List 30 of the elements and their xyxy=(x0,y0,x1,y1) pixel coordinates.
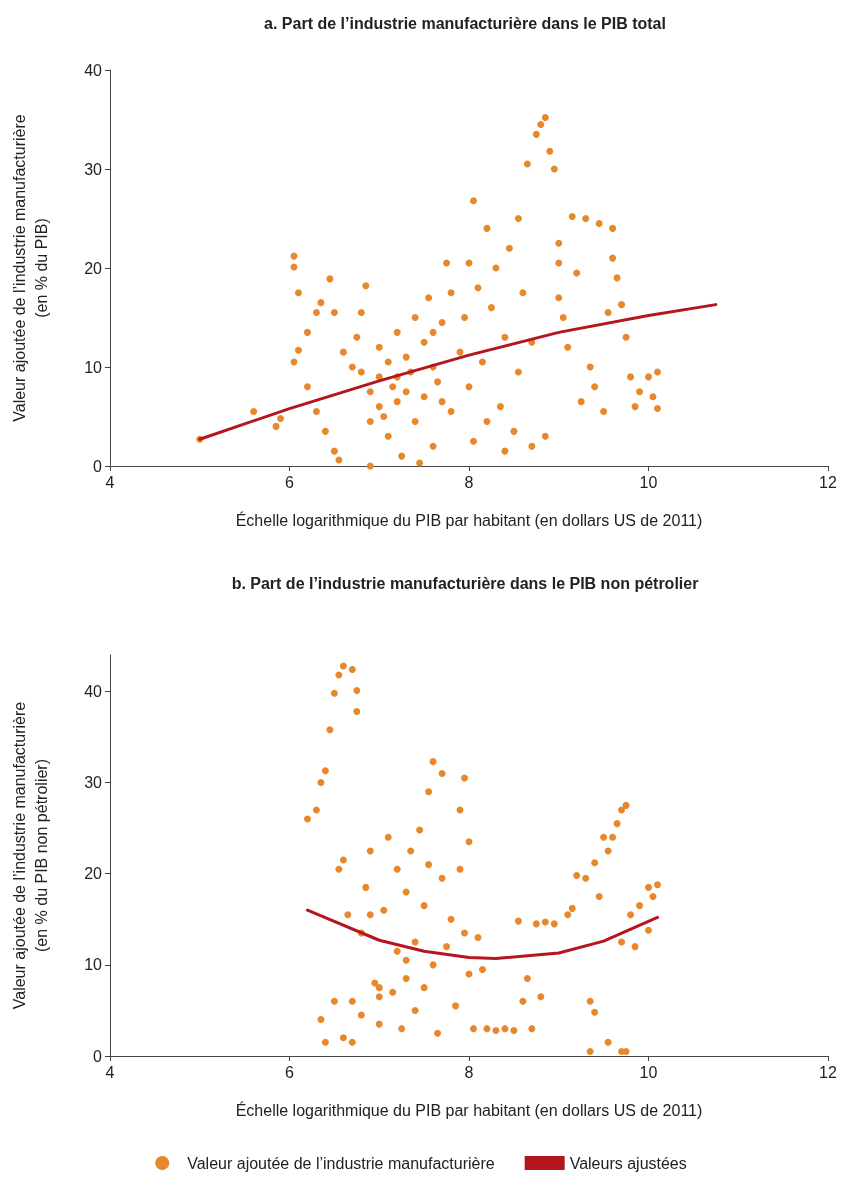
x-tick-label: 10 xyxy=(639,1063,658,1081)
x-tick-label: 8 xyxy=(464,473,474,491)
x-tick-label: 8 xyxy=(464,1063,474,1081)
y-tick-label: 30 xyxy=(84,774,103,792)
y-tick-label: 40 xyxy=(84,61,103,79)
y-tick-label: 10 xyxy=(84,956,103,974)
y-tick-label: 0 xyxy=(93,1047,103,1065)
y-tick-label: 0 xyxy=(93,457,103,475)
x-tick-label: 6 xyxy=(285,1063,295,1081)
legend-label: Valeurs ajustées xyxy=(569,1154,687,1172)
y-tick-label: 40 xyxy=(84,682,103,700)
chart-title: b. Part de l’industrie manufacturière dans le PIB non pétrolier xyxy=(231,574,699,592)
y-axis-title: Valeur ajoutée de l’industrie manufacturière (en % du PIB) xyxy=(10,114,50,422)
x-axis-title: Échelle logarithmique du PIB par habitant (en dollars US de 2011) xyxy=(235,510,703,529)
x-tick-label: 6 xyxy=(285,473,295,491)
y-tick-label: 20 xyxy=(84,259,103,277)
x-tick-label: 4 xyxy=(105,1063,115,1081)
y-tick-label: 10 xyxy=(84,358,103,376)
x-tick-label: 4 xyxy=(105,473,115,491)
x-tick-label: 10 xyxy=(639,473,658,491)
y-tick-label: 20 xyxy=(84,865,103,883)
x-axis-title: Échelle logarithmique du PIB par habitant (en dollars US de 2011) xyxy=(235,1100,703,1119)
line-series xyxy=(198,303,718,441)
x-tick-label: 12 xyxy=(819,1063,837,1081)
y-tick-label: 30 xyxy=(84,160,103,178)
legend-label: Valeur ajoutée de l’industrie manufacturière xyxy=(187,1154,495,1172)
chart-title: a. Part de l’industrie manufacturière dans le PIB total xyxy=(264,14,666,32)
line-series xyxy=(305,908,659,960)
x-tick-label: 12 xyxy=(819,473,837,491)
y-axis-title: Valeur ajoutée de l’industrie manufacturière (en % du PIB non pétrolier) xyxy=(10,701,50,1010)
